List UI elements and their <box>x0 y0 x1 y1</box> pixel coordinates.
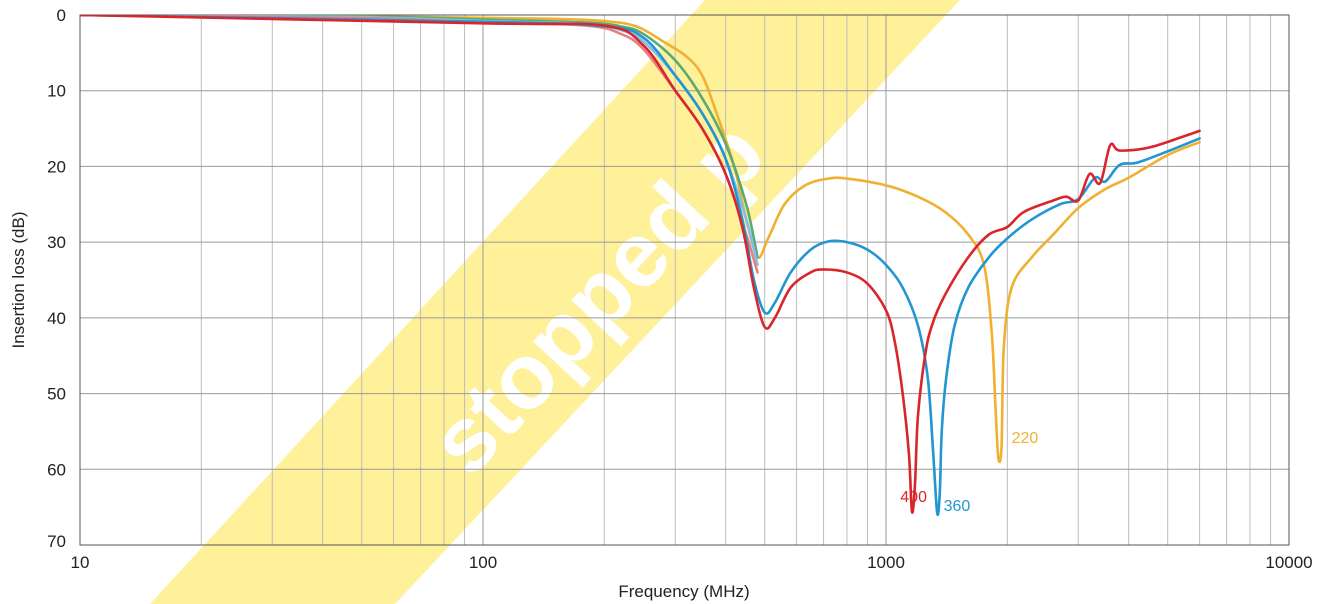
curve-labels: 220 400 360 <box>900 430 1038 515</box>
x-tick-label: 100 <box>469 553 497 572</box>
x-axis-title: Frequency (MHz) <box>618 582 749 601</box>
curve-label-400: 400 <box>900 489 927 506</box>
y-tick-label: 40 <box>47 309 66 328</box>
y-axis-ticks: 0 10 20 30 40 50 60 70 <box>47 6 66 551</box>
x-axis-ticks: 10 100 1000 10000 <box>71 553 1313 572</box>
y-tick-label: 10 <box>47 82 66 101</box>
series-line-400 <box>80 15 1201 514</box>
y-tick-label: 0 <box>57 6 66 25</box>
y-axis-title: Insertion loss (dB) <box>9 212 28 349</box>
watermark-band <box>150 0 960 604</box>
series-line-360 <box>80 15 1201 516</box>
y-tick-label: 20 <box>47 157 66 176</box>
plot-frame <box>79 14 1290 546</box>
y-tick-label: 30 <box>47 233 66 252</box>
x-tick-label: 10 <box>71 553 90 572</box>
x-tick-label: 10000 <box>1265 553 1312 572</box>
curve-label-220: 220 <box>1012 430 1039 447</box>
series-layer <box>80 15 1201 516</box>
curve-label-360: 360 <box>944 498 971 515</box>
x-tick-label: 1000 <box>867 553 905 572</box>
y-tick-label: 50 <box>47 385 66 404</box>
y-tick-label: 70 <box>47 532 66 551</box>
y-tick-label: 60 <box>47 460 66 479</box>
series-line-220 <box>80 15 1201 464</box>
